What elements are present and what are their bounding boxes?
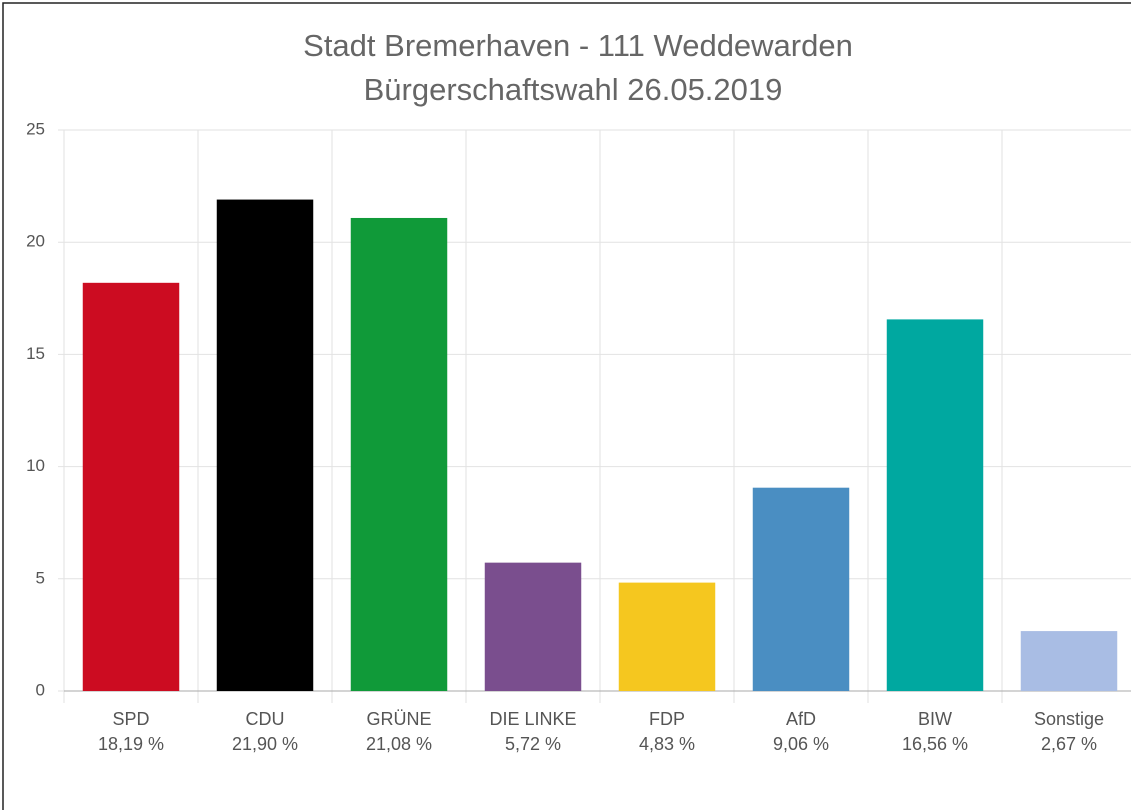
bar bbox=[618, 582, 716, 691]
value-label: 5,72 % bbox=[505, 734, 561, 754]
x-tick-label: GRÜNE bbox=[366, 709, 431, 729]
value-label: 21,90 % bbox=[232, 734, 298, 754]
bar bbox=[484, 562, 582, 691]
chart-subtitle: Bürgerschaftswahl 26.05.2019 bbox=[364, 72, 783, 107]
value-label: 4,83 % bbox=[639, 734, 695, 754]
x-tick-label: AfD bbox=[786, 709, 816, 729]
x-tick-label: SPD bbox=[112, 709, 149, 729]
bar bbox=[752, 487, 850, 691]
x-tick-label: FDP bbox=[649, 709, 685, 729]
x-tick-label: Sonstige bbox=[1034, 709, 1104, 729]
value-label: 2,67 % bbox=[1041, 734, 1097, 754]
value-label: 9,06 % bbox=[773, 734, 829, 754]
y-tick-label: 10 bbox=[26, 456, 45, 475]
y-tick-label: 20 bbox=[26, 232, 45, 251]
value-label: 16,56 % bbox=[902, 734, 968, 754]
bar bbox=[82, 282, 180, 691]
x-tick-label: CDU bbox=[246, 709, 285, 729]
bar bbox=[216, 199, 314, 691]
y-tick-label: 25 bbox=[26, 119, 45, 138]
value-label: 21,08 % bbox=[366, 734, 432, 754]
bar bbox=[886, 319, 984, 691]
y-tick-label: 0 bbox=[36, 680, 45, 699]
value-label: 18,19 % bbox=[98, 734, 164, 754]
x-tick-label: BIW bbox=[918, 709, 952, 729]
bar bbox=[1020, 631, 1118, 691]
y-tick-label: 15 bbox=[26, 344, 45, 363]
y-tick-label: 5 bbox=[36, 568, 45, 587]
bar bbox=[350, 217, 448, 692]
x-tick-label: DIE LINKE bbox=[489, 709, 576, 729]
chart-title: Stadt Bremerhaven - 111 Weddewarden bbox=[303, 28, 853, 63]
